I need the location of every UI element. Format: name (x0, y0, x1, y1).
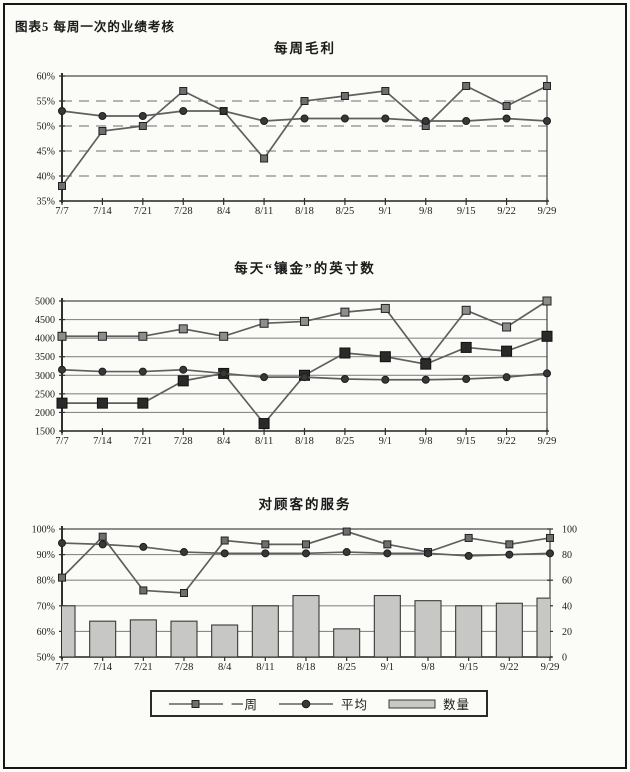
svg-text:7/14: 7/14 (93, 662, 112, 673)
svg-text:7/28: 7/28 (175, 662, 194, 673)
legend-item-week: 一周 (168, 694, 258, 713)
svg-text:4000: 4000 (35, 334, 55, 345)
svg-text:9/8: 9/8 (419, 206, 432, 217)
svg-text:7/7: 7/7 (55, 662, 68, 673)
svg-text:3000: 3000 (35, 371, 55, 382)
svg-text:50%: 50% (37, 653, 55, 664)
legend-label-average: 平均 (340, 698, 368, 712)
svg-text:3500: 3500 (35, 352, 55, 363)
svg-text:80: 80 (562, 550, 572, 561)
svg-text:8/25: 8/25 (337, 662, 356, 673)
svg-text:9/8: 9/8 (419, 436, 432, 447)
svg-text:40%: 40% (37, 172, 55, 183)
svg-text:35%: 35% (37, 197, 55, 208)
svg-text:8/4: 8/4 (217, 436, 231, 447)
svg-text:9/29: 9/29 (541, 662, 560, 673)
svg-text:8/4: 8/4 (218, 662, 232, 673)
svg-text:9/29: 9/29 (538, 206, 557, 217)
svg-text:9/15: 9/15 (457, 206, 476, 217)
svg-text:9/22: 9/22 (500, 662, 519, 673)
svg-text:40: 40 (562, 601, 572, 612)
svg-text:45%: 45% (37, 147, 55, 158)
svg-text:2500: 2500 (35, 389, 55, 400)
svg-text:1500: 1500 (35, 427, 55, 438)
svg-text:9/22: 9/22 (497, 206, 516, 217)
legend-item-quantity: 数量 (388, 694, 470, 713)
circle-line-marker-icon (278, 699, 333, 708)
svg-text:9/22: 9/22 (497, 436, 516, 447)
square-line-marker-icon (169, 699, 223, 708)
svg-text:2000: 2000 (35, 408, 55, 419)
svg-text:9/1: 9/1 (379, 436, 392, 447)
legend-label-week: 一周 (231, 698, 259, 712)
chart-title-weekly-gross-profit: 每周毛利 (274, 41, 336, 56)
chart-daily-inches: 1500 2000 2500 3000 3500 4000 4500 5000 7/7 7/14 7… (35, 296, 557, 447)
svg-text:8/18: 8/18 (297, 662, 316, 673)
svg-text:60%: 60% (37, 627, 55, 638)
chart-title-daily-inches: 每天“镶金”的英寸数 (234, 261, 376, 276)
svg-text:7/28: 7/28 (174, 436, 193, 447)
svg-text:80%: 80% (37, 576, 55, 587)
svg-text:5000: 5000 (35, 297, 55, 308)
svg-text:60: 60 (562, 576, 572, 587)
svg-text:8/11: 8/11 (256, 662, 274, 673)
svg-text:9/8: 9/8 (421, 662, 434, 673)
chart-title-customer-service: 对顾客的服务 (258, 497, 352, 512)
svg-text:8/11: 8/11 (255, 436, 273, 447)
svg-text:4500: 4500 (35, 315, 55, 326)
svg-text:9/1: 9/1 (381, 662, 394, 673)
svg-text:55%: 55% (37, 97, 55, 108)
svg-text:9/15: 9/15 (457, 436, 476, 447)
svg-text:100%: 100% (32, 525, 55, 536)
svg-text:7/21: 7/21 (133, 436, 152, 447)
svg-text:0: 0 (562, 653, 567, 664)
figure-label: 图表5 每周一次的业绩考核 (15, 20, 175, 34)
svg-text:8/11: 8/11 (255, 206, 273, 217)
svg-text:7/14: 7/14 (93, 436, 112, 447)
svg-text:8/4: 8/4 (217, 206, 231, 217)
bar-swatch-icon (388, 699, 436, 708)
legend-item-average: 平均 (278, 694, 368, 713)
svg-text:7/21: 7/21 (133, 206, 152, 217)
svg-text:60%: 60% (37, 72, 55, 83)
chart-customer-service: 50% 60% 70% 80% 90% 100% 0 20 40 60 80 100 7/7 7/14 7/… (32, 525, 577, 674)
svg-text:9/1: 9/1 (379, 206, 392, 217)
svg-text:7/28: 7/28 (174, 206, 193, 217)
svg-text:50%: 50% (37, 122, 55, 133)
svg-text:100: 100 (562, 525, 577, 536)
legend: 一周 平均 数量 (150, 690, 488, 717)
legend-label-quantity: 数量 (442, 698, 470, 712)
svg-text:8/25: 8/25 (336, 436, 355, 447)
svg-text:70%: 70% (37, 601, 55, 612)
svg-text:90%: 90% (37, 550, 55, 561)
svg-text:20: 20 (562, 627, 572, 638)
svg-text:8/18: 8/18 (295, 436, 314, 447)
svg-text:9/29: 9/29 (538, 436, 557, 447)
svg-text:7/14: 7/14 (93, 206, 112, 217)
svg-text:9/15: 9/15 (459, 662, 478, 673)
svg-text:8/18: 8/18 (295, 206, 314, 217)
svg-text:8/25: 8/25 (336, 206, 355, 217)
svg-text:7/7: 7/7 (55, 436, 68, 447)
svg-text:7/7: 7/7 (55, 206, 68, 217)
svg-text:7/21: 7/21 (134, 662, 153, 673)
chart-weekly-gross-profit: 35% 40% 45% 50% 55% 60% 7/7 7/14 7/21 7/28 8/4 8/11… (37, 72, 557, 218)
